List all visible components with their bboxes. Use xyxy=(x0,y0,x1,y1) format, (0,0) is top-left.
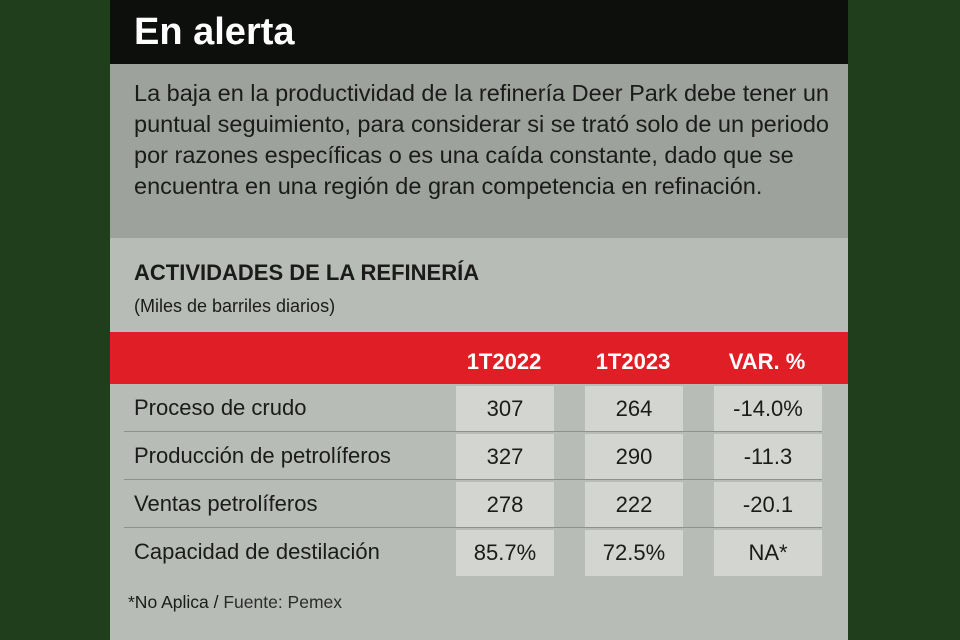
cell-1t2022: 85.7% xyxy=(456,530,554,576)
header-bar: En alerta xyxy=(110,0,848,64)
infographic-card: En alerta La baja en la productividad de… xyxy=(110,0,848,640)
table-header-row: 1T2022 1T2023 VAR. % xyxy=(110,332,848,384)
footnote-note: *No Aplica / xyxy=(128,592,219,612)
cell-1t2023: 290 xyxy=(585,434,683,480)
table-row: Producción de petrolíferos 327 290 -11.3 xyxy=(110,432,848,480)
table-row: Ventas petrolíferos 278 222 -20.1 xyxy=(110,480,848,528)
cell-var: -14.0% xyxy=(714,386,822,432)
table-row: Capacidad de destilación 85.7% 72.5% NA* xyxy=(110,528,848,576)
page-title: En alerta xyxy=(134,11,295,53)
row-label: Producción de petrolíferos xyxy=(134,443,391,468)
row-label: Ventas petrolíferos xyxy=(134,491,318,516)
row-label: Proceso de crudo xyxy=(134,395,307,420)
cell-1t2023: 222 xyxy=(585,482,683,528)
row-divider xyxy=(124,527,822,528)
row-label: Capacidad de destilación xyxy=(134,539,380,564)
cell-1t2022: 307 xyxy=(456,386,554,432)
table-title: ACTIVIDADES DE LA REFINERÍA xyxy=(134,260,480,285)
cell-1t2023: 72.5% xyxy=(585,530,683,576)
cell-1t2023: 264 xyxy=(585,386,683,432)
intro-panel: La baja en la productividad de la refine… xyxy=(110,64,848,238)
intro-text: La baja en la productividad de la refine… xyxy=(134,80,830,199)
table-row: Proceso de crudo 307 264 -14.0% xyxy=(110,384,848,432)
cell-var: -20.1 xyxy=(714,482,822,528)
column-header-var: VAR. % xyxy=(728,349,806,374)
column-header-1t2022: 1T2022 xyxy=(466,349,542,374)
cell-var: NA* xyxy=(714,530,822,576)
cell-1t2022: 327 xyxy=(456,434,554,480)
row-divider xyxy=(124,431,822,432)
row-divider xyxy=(124,479,822,480)
footnote: *No Aplica / Fuente: Pemex xyxy=(128,590,342,614)
cell-var: -11.3 xyxy=(714,434,822,480)
table-subtitle: (Miles de barriles diarios) xyxy=(134,296,336,316)
cell-1t2022: 278 xyxy=(456,482,554,528)
footnote-source: Fuente: Pemex xyxy=(218,592,343,612)
column-header-1t2023: 1T2023 xyxy=(595,349,671,374)
